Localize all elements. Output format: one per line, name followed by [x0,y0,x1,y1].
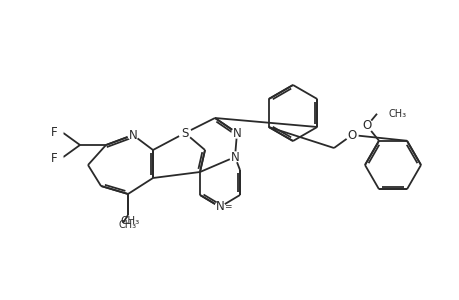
Text: O: O [362,119,371,132]
Text: CH₃: CH₃ [120,216,140,226]
Text: N: N [215,200,224,214]
Circle shape [53,153,63,163]
Text: S: S [181,127,188,140]
Circle shape [360,120,372,132]
Circle shape [230,152,240,162]
Text: N: N [232,127,241,140]
Circle shape [214,202,224,212]
Text: F: F [51,125,58,139]
Circle shape [53,127,63,137]
Text: CH₃: CH₃ [388,109,406,119]
Text: N: N [129,128,137,142]
Circle shape [128,130,138,140]
Text: F: F [51,152,58,164]
Text: =: = [224,202,231,211]
Circle shape [231,128,241,138]
Text: O: O [347,128,356,142]
Circle shape [345,129,357,141]
Circle shape [179,127,190,139]
Text: N: N [230,151,239,164]
Text: CH₃: CH₃ [119,220,137,230]
